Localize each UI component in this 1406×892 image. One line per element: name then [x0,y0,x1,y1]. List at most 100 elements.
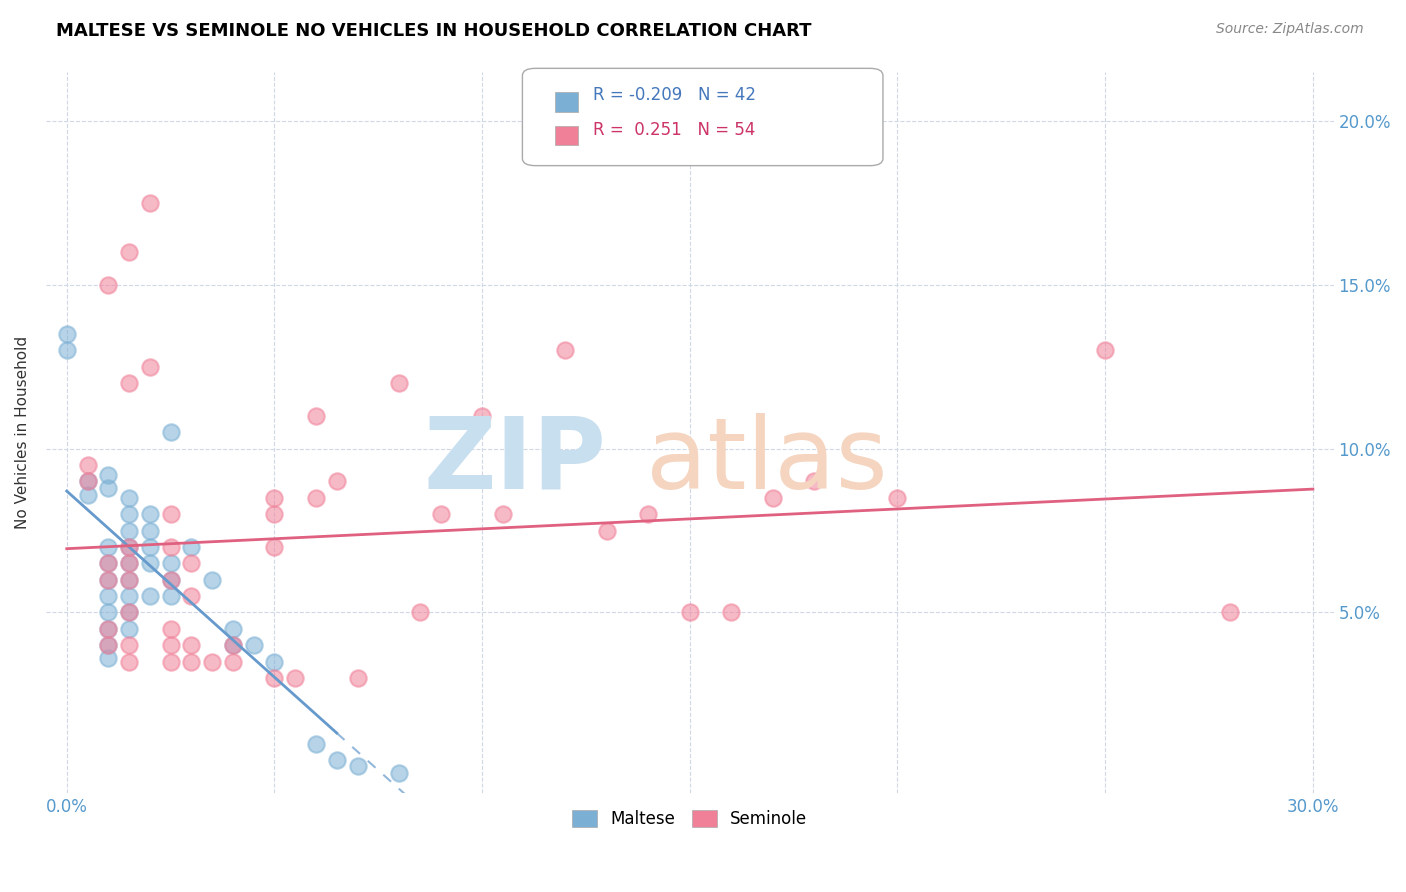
Point [222,655,245,669]
Point [1094,343,1116,358]
Point [118,376,141,391]
Point [76,475,98,489]
Point [118,573,141,587]
Point [118,540,141,554]
Point [55,326,77,341]
Point [388,376,411,391]
Point [118,557,141,571]
FancyBboxPatch shape [523,69,883,166]
Text: Source: ZipAtlas.com: Source: ZipAtlas.com [1216,22,1364,37]
Point [139,540,162,554]
Point [346,759,368,773]
Text: R = -0.209   N = 42: R = -0.209 N = 42 [593,86,756,104]
Point [325,753,347,767]
Point [118,606,141,620]
Point [325,475,347,489]
Point [222,622,245,636]
Point [492,507,515,521]
Point [159,540,181,554]
Point [222,638,245,652]
Point [471,409,494,423]
Point [97,467,120,482]
Point [305,491,328,505]
Point [118,638,141,652]
Point [97,606,120,620]
Point [596,524,619,538]
Point [97,573,120,587]
Point [118,622,141,636]
Point [139,507,162,521]
Point [97,573,120,587]
Text: ZIP: ZIP [423,413,606,509]
Point [159,589,181,603]
Point [803,475,825,489]
Point [180,589,202,603]
Text: atlas: atlas [647,413,887,509]
Point [118,557,141,571]
Point [180,540,202,554]
Point [118,589,141,603]
Point [263,671,285,685]
Point [159,655,181,669]
Point [242,638,264,652]
Point [159,507,181,521]
Point [97,638,120,652]
Point [118,507,141,521]
Point [263,491,285,505]
Point [97,277,120,292]
Point [139,589,162,603]
Point [159,573,181,587]
Point [1219,606,1241,620]
Point [76,458,98,472]
Point [118,655,141,669]
Point [118,491,141,505]
Point [97,557,120,571]
Point [159,638,181,652]
FancyBboxPatch shape [554,126,578,145]
Point [159,425,181,440]
Point [76,487,98,501]
Point [263,655,285,669]
Point [637,507,659,521]
Point [159,622,181,636]
Point [180,557,202,571]
Point [720,606,742,620]
Point [97,481,120,495]
Point [762,491,785,505]
Legend: Maltese, Seminole: Maltese, Seminole [565,804,814,835]
Point [97,622,120,636]
Point [97,540,120,554]
Point [97,589,120,603]
Point [679,606,702,620]
Point [180,638,202,652]
Point [118,606,141,620]
Point [118,245,141,260]
Point [118,524,141,538]
Point [180,655,202,669]
Text: R =  0.251   N = 54: R = 0.251 N = 54 [593,120,755,138]
Point [409,606,432,620]
Point [118,540,141,554]
Point [118,573,141,587]
Point [388,766,411,780]
Y-axis label: No Vehicles in Household: No Vehicles in Household [15,335,30,529]
Point [97,638,120,652]
Point [55,343,77,358]
Point [263,507,285,521]
Point [886,491,908,505]
Point [305,409,328,423]
Point [554,343,576,358]
Point [97,557,120,571]
Point [76,475,98,489]
Point [263,540,285,554]
Point [139,557,162,571]
Point [159,573,181,587]
FancyBboxPatch shape [554,92,578,112]
Point [284,671,307,685]
Point [139,524,162,538]
Point [139,359,162,374]
Point [201,573,224,587]
Point [201,655,224,669]
Point [305,737,328,751]
Point [429,507,451,521]
